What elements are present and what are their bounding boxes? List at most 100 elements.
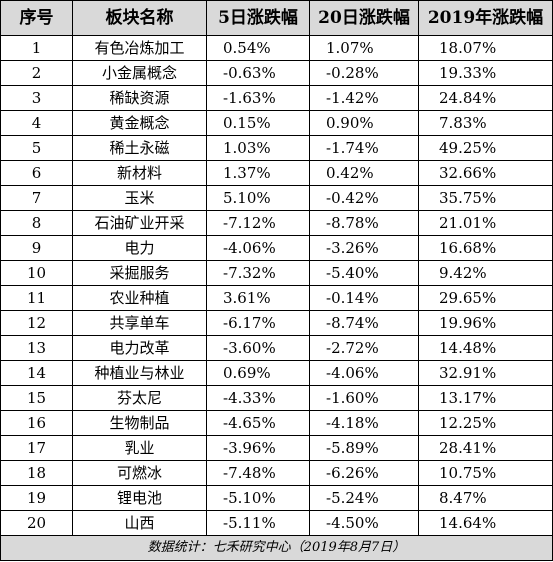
cell-5day-change: 0.54%	[206, 35, 310, 61]
cell-sector-name: 稀土永磁	[72, 135, 207, 161]
cell-20day-change: -2.72%	[309, 335, 419, 361]
cell-20day-change: -5.89%	[309, 435, 419, 461]
cell-sector-name: 种植业与林业	[72, 360, 207, 386]
cell-index: 16	[0, 410, 73, 436]
cell-5day-change: -5.10%	[206, 485, 310, 511]
footer-row: 数据统计：七禾研究中心（2019年8月7日）	[0, 535, 553, 561]
cell-index: 19	[0, 485, 73, 511]
cell-20day-change: -0.14%	[309, 285, 419, 311]
cell-sector-name: 玉米	[72, 185, 207, 211]
cell-sector-name: 新材料	[72, 160, 207, 186]
cell-20day-change: -4.50%	[309, 510, 419, 536]
cell-index: 3	[0, 85, 73, 111]
cell-sector-name: 可燃冰	[72, 460, 207, 486]
cell-index: 5	[0, 135, 73, 161]
cell-sector-name: 共享单车	[72, 310, 207, 336]
cell-index: 14	[0, 360, 73, 386]
cell-20day-change: -5.24%	[309, 485, 419, 511]
cell-index: 2	[0, 60, 73, 86]
cell-index: 1	[0, 35, 73, 61]
table-row: 20 山西 -5.11% -4.50% 14.64%	[0, 510, 553, 536]
cell-5day-change: -0.63%	[206, 60, 310, 86]
cell-20day-change: -4.06%	[309, 360, 419, 386]
cell-2019-change: 14.48%	[418, 335, 553, 361]
cell-index: 18	[0, 460, 73, 486]
table-row: 7 玉米 5.10% -0.42% 35.75%	[0, 185, 553, 211]
table-row: 5 稀土永磁 1.03% -1.74% 49.25%	[0, 135, 553, 161]
table-row: 14 种植业与林业 0.69% -4.06% 32.91%	[0, 360, 553, 386]
cell-2019-change: 7.83%	[418, 110, 553, 136]
cell-2019-change: 35.75%	[418, 185, 553, 211]
cell-5day-change: -7.48%	[206, 460, 310, 486]
cell-index: 13	[0, 335, 73, 361]
cell-5day-change: -1.63%	[206, 85, 310, 111]
cell-index: 12	[0, 310, 73, 336]
cell-20day-change: -8.78%	[309, 210, 419, 236]
header-index: 序号	[0, 0, 73, 36]
cell-2019-change: 18.07%	[418, 35, 553, 61]
header-sector-name: 板块名称	[72, 0, 207, 36]
cell-sector-name: 电力	[72, 235, 207, 261]
cell-index: 4	[0, 110, 73, 136]
cell-2019-change: 24.84%	[418, 85, 553, 111]
table-body: 1 有色冶炼加工 0.54% 1.07% 18.07% 2 小金属概念 -0.63% -0.28…	[0, 35, 553, 536]
cell-2019-change: 32.66%	[418, 160, 553, 186]
cell-sector-name: 稀缺资源	[72, 85, 207, 111]
table-footer: 数据统计：七禾研究中心（2019年8月7日）	[0, 535, 553, 561]
table-row: 1 有色冶炼加工 0.54% 1.07% 18.07%	[0, 35, 553, 61]
cell-index: 10	[0, 260, 73, 286]
header-5day-change: 5日涨跌幅	[206, 0, 310, 36]
cell-2019-change: 28.41%	[418, 435, 553, 461]
cell-sector-name: 石油矿业开采	[72, 210, 207, 236]
table-row: 15 芬太尼 -4.33% -1.60% 13.17%	[0, 385, 553, 411]
table-row: 19 锂电池 -5.10% -5.24% 8.47%	[0, 485, 553, 511]
table-row: 18 可燃冰 -7.48% -6.26% 10.75%	[0, 460, 553, 486]
cell-sector-name: 锂电池	[72, 485, 207, 511]
cell-20day-change: -1.42%	[309, 85, 419, 111]
cell-5day-change: -3.96%	[206, 435, 310, 461]
cell-5day-change: -7.12%	[206, 210, 310, 236]
cell-index: 7	[0, 185, 73, 211]
cell-5day-change: 1.03%	[206, 135, 310, 161]
cell-20day-change: -0.42%	[309, 185, 419, 211]
cell-20day-change: -6.26%	[309, 460, 419, 486]
cell-20day-change: -0.28%	[309, 60, 419, 86]
header-row: 序号 板块名称 5日涨跌幅 20日涨跌幅 2019年涨跌幅	[0, 0, 553, 36]
table-row: 12 共享单车 -6.17% -8.74% 19.96%	[0, 310, 553, 336]
cell-5day-change: -5.11%	[206, 510, 310, 536]
cell-index: 17	[0, 435, 73, 461]
cell-index: 15	[0, 385, 73, 411]
cell-2019-change: 19.96%	[418, 310, 553, 336]
cell-2019-change: 21.01%	[418, 210, 553, 236]
cell-5day-change: -4.65%	[206, 410, 310, 436]
table-row: 13 电力改革 -3.60% -2.72% 14.48%	[0, 335, 553, 361]
cell-sector-name: 小金属概念	[72, 60, 207, 86]
cell-5day-change: -4.06%	[206, 235, 310, 261]
cell-sector-name: 有色冶炼加工	[72, 35, 207, 61]
cell-index: 20	[0, 510, 73, 536]
header-20day-change: 20日涨跌幅	[309, 0, 419, 36]
cell-20day-change: -4.18%	[309, 410, 419, 436]
cell-5day-change: 5.10%	[206, 185, 310, 211]
cell-2019-change: 14.64%	[418, 510, 553, 536]
cell-2019-change: 19.33%	[418, 60, 553, 86]
cell-5day-change: 0.69%	[206, 360, 310, 386]
table-row: 2 小金属概念 -0.63% -0.28% 19.33%	[0, 60, 553, 86]
table-row: 10 采掘服务 -7.32% -5.40% 9.42%	[0, 260, 553, 286]
cell-20day-change: -5.40%	[309, 260, 419, 286]
cell-sector-name: 农业种植	[72, 285, 207, 311]
cell-2019-change: 9.42%	[418, 260, 553, 286]
cell-sector-name: 乳业	[72, 435, 207, 461]
table-header: 序号 板块名称 5日涨跌幅 20日涨跌幅 2019年涨跌幅	[0, 0, 553, 36]
cell-2019-change: 12.25%	[418, 410, 553, 436]
cell-index: 9	[0, 235, 73, 261]
cell-index: 8	[0, 210, 73, 236]
cell-5day-change: -7.32%	[206, 260, 310, 286]
table-row: 8 石油矿业开采 -7.12% -8.78% 21.01%	[0, 210, 553, 236]
cell-2019-change: 29.65%	[418, 285, 553, 311]
data-source-note: 数据统计：七禾研究中心（2019年8月7日）	[0, 535, 553, 561]
cell-20day-change: -1.74%	[309, 135, 419, 161]
cell-20day-change: -3.26%	[309, 235, 419, 261]
